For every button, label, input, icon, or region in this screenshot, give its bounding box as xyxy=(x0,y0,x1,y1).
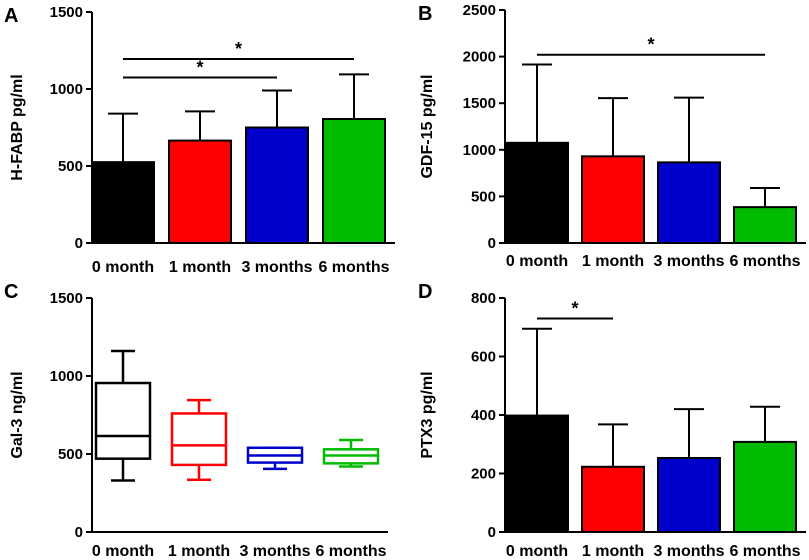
y-tick-label-d: 400 xyxy=(471,407,496,424)
y-tick-label-d: 200 xyxy=(471,466,496,483)
x-category-label-c: 1 month xyxy=(168,543,230,560)
bar-d xyxy=(733,440,797,533)
panel-c: C Gal-3 ng/ml 0 500 1000 1500 0 month 1 month 3 … xyxy=(4,281,388,560)
y-axis-title-d: PTX3 pg/ml xyxy=(419,371,436,458)
y-tick-label-b: 2000 xyxy=(463,49,496,66)
significance-star-a: * xyxy=(196,57,203,77)
x-category-label-b: 1 month xyxy=(582,253,644,270)
x-category-label-d: 0 month xyxy=(506,543,568,560)
panel-b: B GDF-15 pg/ml 0 500 1000 1500 2000 2500 0 month… xyxy=(418,2,806,270)
x-category-label-d: 1 month xyxy=(582,543,644,560)
y-tick-label-c: 0 xyxy=(75,524,83,541)
y-tick-label-c: 1500 xyxy=(50,290,83,307)
box-c xyxy=(170,412,228,467)
box-c xyxy=(94,381,152,460)
y-tick-label-c: 1000 xyxy=(50,368,83,385)
significance-star-a: * xyxy=(235,39,242,59)
x-category-label-a: 6 months xyxy=(318,259,389,276)
x-category-label-a: 0 month xyxy=(92,259,154,276)
bar-d xyxy=(657,456,721,533)
y-tick-label-a: 1000 xyxy=(50,81,83,98)
x-category-label-b: 6 months xyxy=(729,253,800,270)
bar-d xyxy=(505,414,569,533)
y-tick-label-b: 1000 xyxy=(463,142,496,159)
x-category-label-b: 3 months xyxy=(653,253,724,270)
panel-letter-a: A xyxy=(4,5,18,27)
y-tick-label-b: 0 xyxy=(488,235,496,252)
x-category-label-a: 3 months xyxy=(241,259,312,276)
y-axis-title-c: Gal-3 ng/ml xyxy=(9,371,26,458)
significance-star-d: * xyxy=(571,298,578,318)
y-tick-label-b: 1500 xyxy=(463,95,496,112)
x-category-label-d: 3 months xyxy=(653,543,724,560)
x-category-label-d: 6 months xyxy=(729,543,800,560)
bar-a xyxy=(322,118,386,244)
x-category-label-b: 0 month xyxy=(506,253,568,270)
y-axis-title-a: H-FABP pg/ml xyxy=(9,74,26,180)
x-category-label-c: 6 months xyxy=(315,543,386,560)
panel-letter-c: C xyxy=(4,281,18,303)
bar-b xyxy=(657,161,721,244)
bar-a xyxy=(91,161,155,244)
y-tick-label-d: 800 xyxy=(471,290,496,307)
x-category-label-c: 3 months xyxy=(239,543,310,560)
y-tick-label-a: 1500 xyxy=(50,4,83,21)
bar-a xyxy=(168,139,232,244)
y-axis-title-b: GDF-15 pg/ml xyxy=(419,74,436,178)
bar-b xyxy=(581,155,645,245)
x-category-label-a: 1 month xyxy=(169,259,231,276)
y-tick-label-a: 500 xyxy=(58,158,83,175)
bar-a xyxy=(245,126,309,244)
bar-b xyxy=(505,141,569,244)
y-tick-label-a: 0 xyxy=(75,235,83,252)
y-tick-label-d: 0 xyxy=(488,524,496,541)
y-tick-label-d: 600 xyxy=(471,349,496,366)
panel-letter-b: B xyxy=(418,3,432,25)
x-category-label-c: 0 month xyxy=(92,543,154,560)
panel-letter-d: D xyxy=(418,281,432,303)
panel-d: D PTX3 pg/ml 0 200 400 600 800 0 month 1 month 3 … xyxy=(418,281,806,560)
bar-d xyxy=(581,465,645,533)
y-tick-label-b: 2500 xyxy=(463,2,496,19)
significance-star-b: * xyxy=(647,35,654,55)
y-tick-label-c: 500 xyxy=(58,446,83,463)
y-tick-label-b: 500 xyxy=(471,188,496,205)
bar-b xyxy=(733,206,797,244)
panel-a: A H-FABP pg/ml 0 500 1000 1500 0 month 1 month 3… xyxy=(4,4,395,276)
